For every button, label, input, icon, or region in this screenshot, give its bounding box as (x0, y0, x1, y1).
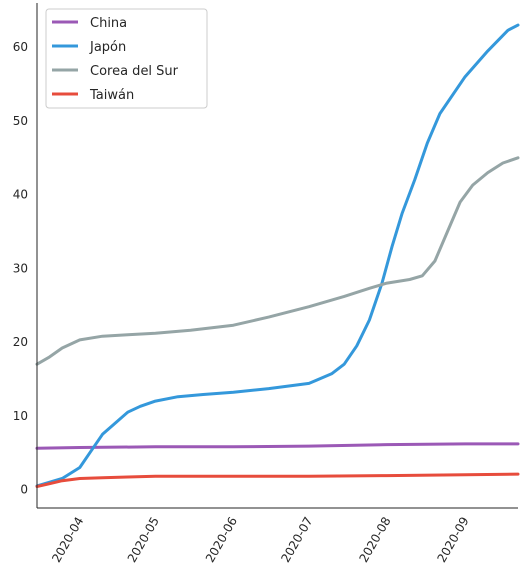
x-tick-label-2020-04: 2020-04 (49, 515, 86, 565)
y-tick-label-0: 0 (20, 483, 28, 497)
y-tick-label-50: 50 (13, 114, 28, 128)
y-axis-ticks: 0 10 20 30 40 50 60 (13, 40, 28, 496)
y-tick-label-60: 60 (13, 40, 28, 54)
series-line-0 (35, 442, 520, 450)
legend-box (45, 8, 208, 109)
legend-label-3: Taiwán (89, 88, 134, 103)
series-line-3 (35, 472, 520, 489)
y-tick-label-10: 10 (13, 409, 28, 423)
series-line-2 (35, 156, 520, 366)
y-tick-label-30: 30 (13, 261, 28, 275)
legend-label-0: China (90, 16, 127, 31)
y-tick-label-40: 40 (13, 188, 28, 202)
x-tick-label-2020-07: 2020-07 (278, 515, 315, 565)
y-tick-label-20: 20 (13, 335, 28, 349)
x-tick-label-2020-06: 2020-06 (203, 515, 240, 565)
legend-label-1: Japón (89, 40, 126, 55)
x-tick-label-2020-05: 2020-05 (125, 515, 162, 565)
legend-label-2: Corea del Sur (90, 64, 179, 79)
plot-lines (35, 23, 520, 489)
x-axis-ticks: 2020-04 2020-05 2020-06 2020-07 2020-08 2020-… (49, 515, 471, 565)
x-tick-label-2020-08: 2020-08 (356, 515, 393, 565)
series-line-1 (35, 23, 520, 488)
legend: China Japón Corea del Sur Taiwán (45, 8, 208, 109)
x-tick-label-2020-09: 2020-09 (435, 515, 472, 565)
